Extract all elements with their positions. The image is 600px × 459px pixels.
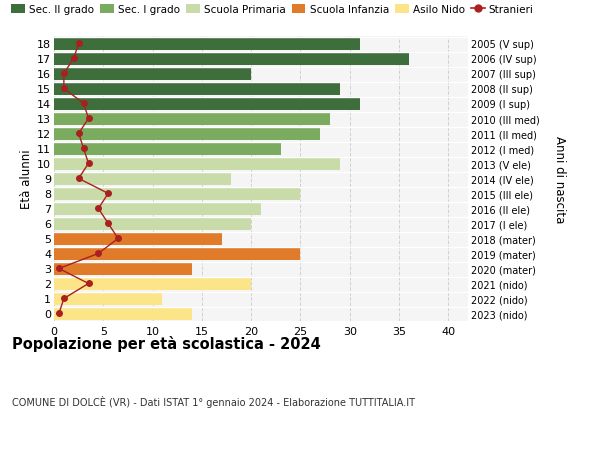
Bar bbox=[54, 53, 409, 66]
Bar bbox=[54, 218, 251, 230]
Bar bbox=[54, 188, 301, 200]
Bar bbox=[54, 68, 251, 80]
Bar bbox=[54, 83, 340, 95]
Bar bbox=[54, 98, 359, 111]
Y-axis label: Anni di nascita: Anni di nascita bbox=[553, 135, 566, 223]
Bar bbox=[54, 278, 251, 290]
Bar bbox=[54, 292, 163, 305]
Bar bbox=[54, 113, 330, 125]
Y-axis label: Età alunni: Età alunni bbox=[20, 149, 33, 209]
Bar bbox=[54, 233, 221, 245]
Text: Popolazione per età scolastica - 2024: Popolazione per età scolastica - 2024 bbox=[12, 335, 321, 351]
Bar bbox=[54, 128, 320, 140]
Text: COMUNE DI DOLCÈ (VR) - Dati ISTAT 1° gennaio 2024 - Elaborazione TUTTITALIA.IT: COMUNE DI DOLCÈ (VR) - Dati ISTAT 1° gen… bbox=[12, 395, 415, 407]
Legend: Sec. II grado, Sec. I grado, Scuola Primaria, Scuola Infanzia, Asilo Nido, Stran: Sec. II grado, Sec. I grado, Scuola Prim… bbox=[11, 5, 533, 15]
Bar bbox=[54, 247, 301, 260]
Bar bbox=[54, 173, 232, 185]
Bar bbox=[54, 143, 281, 156]
Bar bbox=[54, 38, 359, 50]
Bar bbox=[54, 157, 340, 170]
Bar bbox=[54, 202, 261, 215]
Bar bbox=[54, 263, 192, 275]
Bar bbox=[54, 308, 192, 320]
